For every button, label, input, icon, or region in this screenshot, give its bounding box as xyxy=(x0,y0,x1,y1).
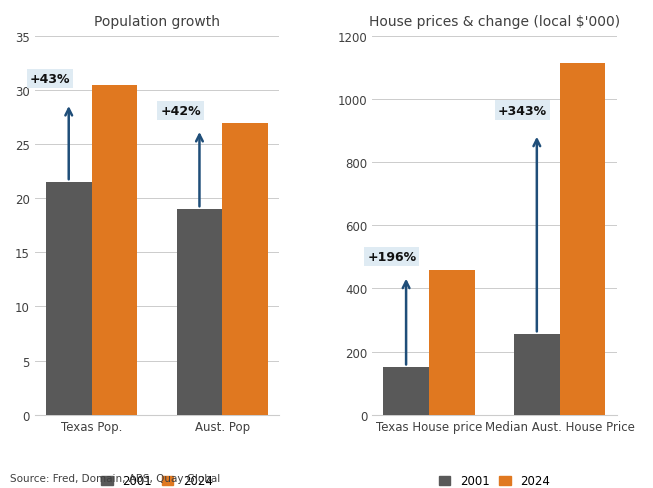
Text: +343%: +343% xyxy=(498,104,547,117)
Bar xyxy=(429,270,475,415)
Text: +42%: +42% xyxy=(161,105,201,118)
Bar xyxy=(560,64,605,415)
Text: +196%: +196% xyxy=(367,251,417,264)
Title: Population growth: Population growth xyxy=(94,15,220,29)
Bar xyxy=(176,210,222,415)
Legend: 2001, 2024: 2001, 2024 xyxy=(97,469,217,488)
Bar xyxy=(383,367,429,415)
Bar xyxy=(91,85,137,415)
Bar xyxy=(222,123,268,415)
Title: House prices & change (local $'000): House prices & change (local $'000) xyxy=(369,15,620,29)
Bar xyxy=(514,335,560,415)
Legend: 2001, 2024: 2001, 2024 xyxy=(434,469,555,488)
Text: +43%: +43% xyxy=(30,73,71,85)
Text: Source: Fred, Domain, ABS, Quay Global: Source: Fred, Domain, ABS, Quay Global xyxy=(10,473,220,483)
Bar xyxy=(46,183,91,415)
